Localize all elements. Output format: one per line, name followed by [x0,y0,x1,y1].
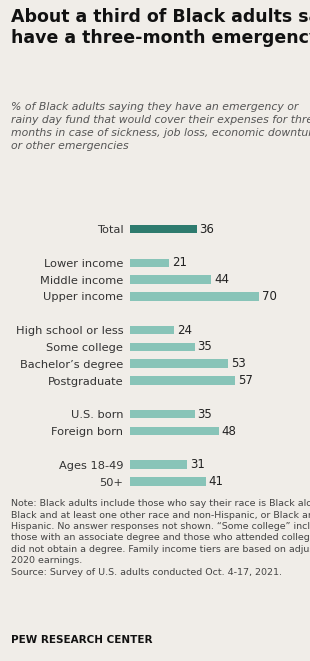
Bar [130,427,219,435]
Bar [130,342,195,351]
Text: Note: Black adults include those who say their race is Black alone,
Black and at: Note: Black adults include those who say… [11,499,310,577]
Text: 53: 53 [231,357,246,370]
Text: % of Black adults saying they have an emergency or
rainy day fund that would cov: % of Black adults saying they have an em… [11,102,310,151]
Bar [130,376,235,385]
Text: 35: 35 [197,408,212,420]
Bar [130,461,188,469]
Bar [130,410,195,418]
Bar [130,225,197,233]
Text: 21: 21 [172,256,187,269]
Text: 35: 35 [197,340,212,354]
Bar [130,477,206,486]
Bar [130,360,228,368]
Text: PEW RESEARCH CENTER: PEW RESEARCH CENTER [11,635,152,644]
Text: 48: 48 [222,424,237,438]
Text: 57: 57 [238,374,253,387]
Text: 31: 31 [190,458,205,471]
Bar [130,276,211,284]
Text: 70: 70 [262,290,277,303]
Text: 44: 44 [214,273,229,286]
Bar [130,258,169,267]
Text: 36: 36 [199,223,214,235]
Bar [130,326,175,334]
Text: 24: 24 [177,323,192,336]
Text: About a third of Black adults say they
have a three-month emergency fund: About a third of Black adults say they h… [11,8,310,47]
Bar [130,292,259,301]
Text: 41: 41 [209,475,224,488]
